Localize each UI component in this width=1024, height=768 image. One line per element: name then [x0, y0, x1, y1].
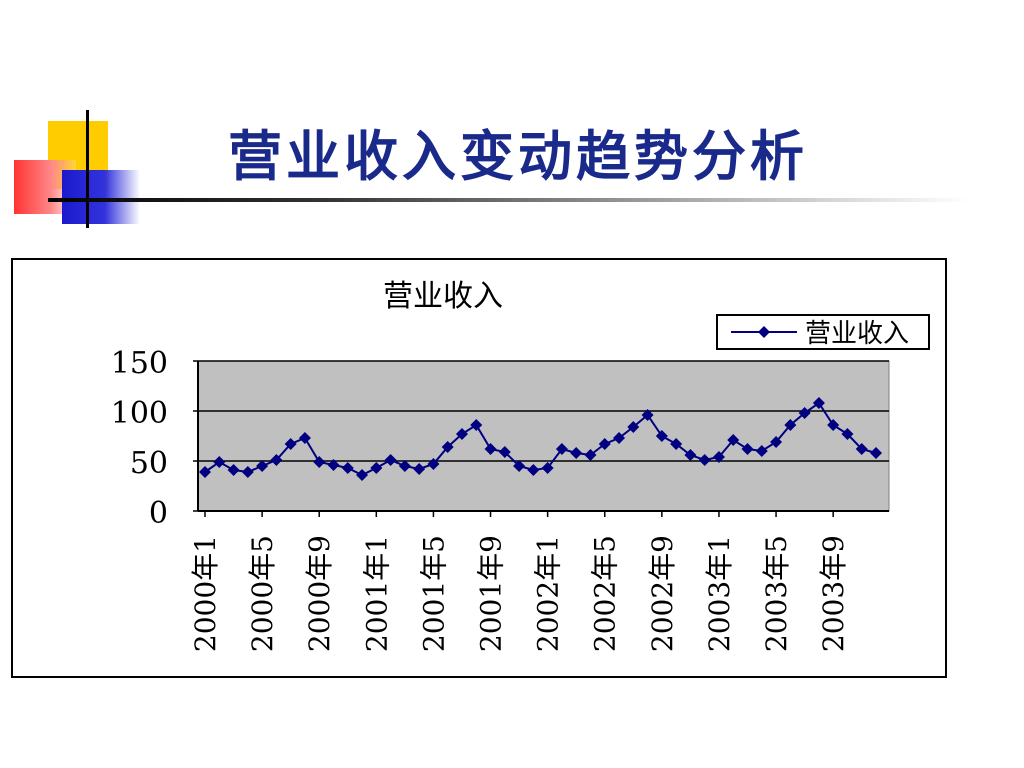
data-point — [213, 456, 226, 468]
data-point — [541, 462, 554, 474]
x-tick-label: 2001年1 — [360, 535, 393, 652]
line-chart: 营业收入 0 50 100 150 2000年1 2000年5 2000年9 2001年1 200… — [111, 279, 930, 652]
data-point — [798, 407, 811, 419]
data-point — [298, 432, 311, 444]
data-point — [313, 456, 326, 468]
data-point — [356, 469, 369, 481]
data-point — [327, 459, 340, 471]
data-point — [413, 463, 426, 475]
data-point — [698, 454, 711, 466]
x-tick-label: 2003年5 — [760, 535, 793, 652]
x-tick-label: 2000年1 — [189, 535, 222, 652]
plot-area — [197, 360, 890, 512]
data-point — [770, 436, 783, 448]
data-point — [855, 443, 868, 455]
data-point — [441, 441, 454, 453]
data-point — [555, 443, 568, 455]
data-point — [455, 428, 468, 440]
data-point — [241, 466, 254, 478]
data-point — [498, 446, 511, 458]
y-tick-label: 50 — [130, 446, 168, 481]
x-tick-label: 2002年5 — [589, 535, 622, 652]
data-point — [727, 434, 740, 446]
data-point — [627, 421, 640, 433]
data-point — [812, 397, 825, 409]
data-point — [513, 460, 526, 472]
data-point — [598, 438, 611, 450]
x-tick-label: 2001年9 — [475, 535, 508, 652]
x-tick-label: 2003年1 — [703, 535, 736, 652]
data-point — [427, 458, 440, 470]
data-point — [270, 454, 283, 466]
data-point — [655, 430, 668, 442]
slide-title: 营业收入变动趋势分析 — [228, 124, 808, 188]
data-point — [827, 419, 840, 431]
data-point — [384, 454, 397, 466]
data-point — [641, 409, 654, 421]
data-point — [712, 451, 725, 463]
data-point — [470, 419, 483, 431]
x-tick-label: 2003年9 — [817, 535, 850, 652]
x-tick-label: 2000年9 — [303, 535, 336, 652]
data-point — [684, 449, 697, 461]
data-point — [227, 464, 240, 476]
data-point — [841, 428, 854, 440]
data-point — [613, 432, 626, 444]
y-tick-label: 0 — [149, 496, 168, 531]
legend-marker — [758, 326, 770, 338]
chart-title: 营业收入 — [383, 279, 503, 314]
x-tick-label: 2001年5 — [417, 535, 450, 652]
data-point — [398, 460, 411, 472]
chart-container: 营业收入 0 50 100 150 2000年1 2000年5 2000年9 2001年1 200… — [11, 258, 947, 678]
decor-blue-square — [62, 170, 140, 224]
data-point — [870, 447, 882, 459]
data-point — [741, 443, 754, 455]
data-point — [755, 445, 768, 457]
data-point — [584, 449, 597, 461]
y-tick-label: 100 — [111, 396, 168, 431]
data-point — [484, 443, 497, 455]
data-point — [341, 462, 354, 474]
data-point — [256, 460, 269, 472]
x-tick-label: 2002年1 — [532, 535, 565, 652]
data-point — [784, 419, 797, 431]
decor-horizontal-rule — [48, 198, 968, 202]
x-tick-label: 2002年9 — [646, 535, 679, 652]
legend-label: 营业收入 — [805, 319, 909, 349]
data-point — [370, 462, 383, 474]
data-point — [527, 464, 540, 476]
data-point — [199, 466, 211, 478]
data-point — [284, 438, 297, 450]
data-point — [570, 447, 583, 459]
x-tick-label: 2000年5 — [246, 535, 279, 652]
decor-vertical-line — [86, 110, 89, 228]
y-tick-label: 150 — [111, 346, 168, 381]
data-point — [670, 438, 683, 450]
